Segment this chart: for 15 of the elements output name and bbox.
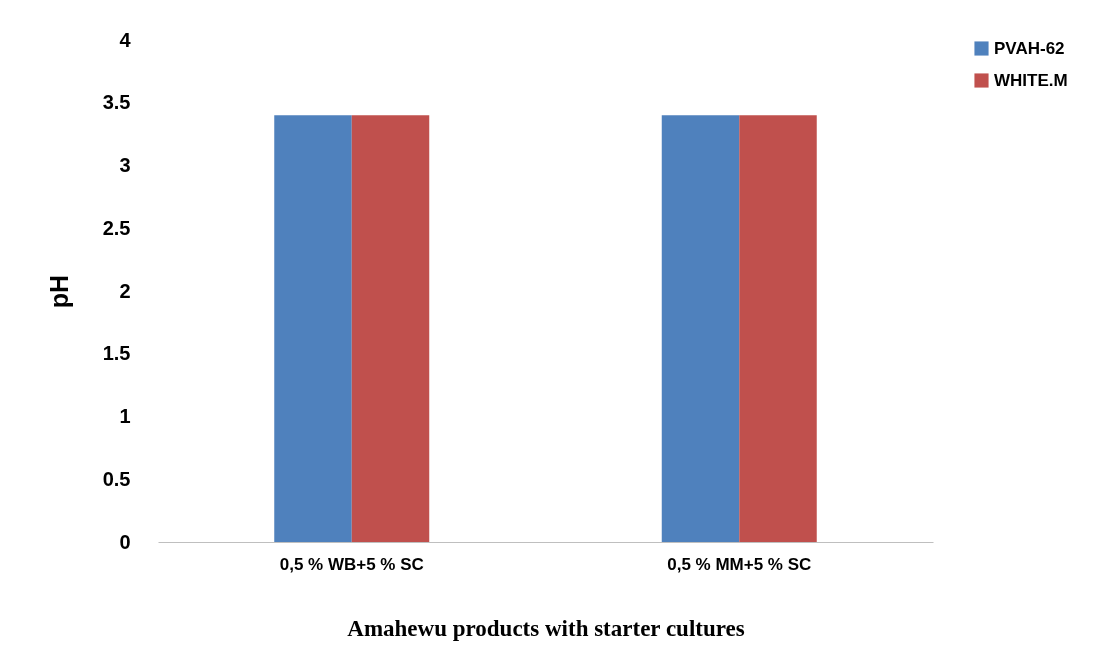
y-tick-label: 3.5 — [102, 91, 131, 114]
legend-label: WHITE.M — [994, 70, 1068, 90]
y-tick-label: 3 — [119, 154, 131, 176]
y-tick-label: 2.5 — [102, 216, 131, 239]
x-axis-title: Amahewu products with starter cultures — [347, 615, 745, 641]
y-tick-label: 1.5 — [102, 342, 131, 365]
y-tick-label: 0 — [119, 530, 131, 553]
x-tick-label: 0,5 % WB+5 % SC — [279, 554, 424, 574]
y-tick-label: 2 — [119, 279, 131, 302]
legend-label: PVAH-62 — [994, 38, 1065, 58]
y-tick-label: 0.5 — [102, 467, 131, 490]
x-tick-label: 0,5 % MM+5 % SC — [667, 554, 812, 574]
y-axis-title: pH — [44, 274, 73, 309]
y-tick-label: 1 — [119, 405, 131, 427]
y-tick-label: 4 — [119, 28, 132, 51]
